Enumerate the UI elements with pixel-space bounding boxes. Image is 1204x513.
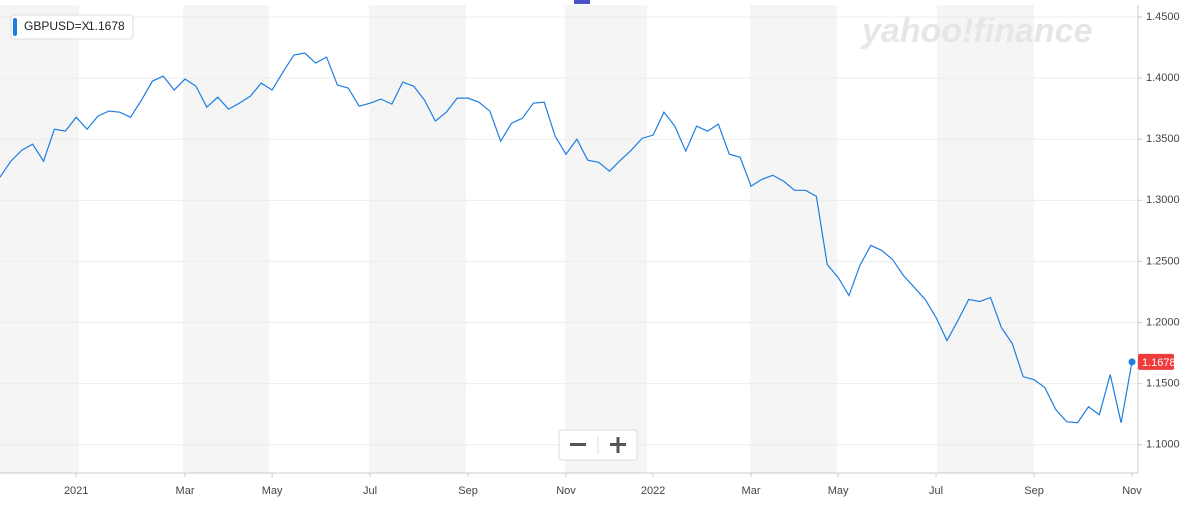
legend-name: GBPUSD=X [24, 19, 90, 33]
zoom-out[interactable] [570, 443, 586, 446]
x-tick-label: 2021 [64, 485, 88, 497]
y-tick-label: 1.4000 [1146, 72, 1180, 84]
band [369, 5, 466, 473]
legend-value: 1.1678 [88, 19, 125, 33]
top-marker [574, 0, 590, 4]
y-tick-label: 1.1000 [1146, 439, 1180, 451]
last-value-tag [1138, 353, 1174, 370]
x-tick-label: Sep [458, 485, 478, 497]
y-tick-label: 1.4500 [1146, 11, 1180, 23]
x-tick-label: Jul [929, 485, 943, 497]
y-tick-label: 1.3500 [1146, 133, 1180, 145]
x-tick-label: Mar [742, 485, 761, 497]
zoom-in[interactable] [616, 437, 620, 453]
band [0, 5, 79, 473]
x-tick-label: 2022 [641, 485, 665, 497]
y-tick-label: 1.3000 [1146, 194, 1180, 206]
last-value-label: 1.1678 [1142, 357, 1176, 369]
last-point [1128, 358, 1136, 366]
price-line [0, 52, 1133, 424]
watermark: yahoo!finance [860, 12, 1092, 50]
x-tick-label: Sep [1024, 485, 1044, 497]
band [937, 5, 1034, 473]
y-tick-label: 1.1500 [1146, 378, 1180, 390]
legend-box: GBPUSD=X 1.1678 [10, 14, 134, 40]
legend-swatch [13, 18, 17, 36]
band [565, 5, 647, 473]
zoom-controls[interactable] [558, 429, 638, 461]
band [750, 5, 837, 473]
y-tick-label: 1.2000 [1146, 316, 1180, 328]
legend-frame [10, 14, 134, 40]
x-tick-label: Jul [363, 485, 377, 497]
month-bands [0, 5, 1034, 473]
x-tick-label: May [828, 485, 849, 497]
x-tick-label: Nov [556, 485, 576, 497]
band [183, 5, 269, 473]
x-tick-label: Nov [1122, 485, 1142, 497]
x-tick-label: May [262, 485, 283, 497]
y-tick-label: 1.2500 [1146, 255, 1180, 267]
x-tick-label: Mar [176, 485, 195, 497]
